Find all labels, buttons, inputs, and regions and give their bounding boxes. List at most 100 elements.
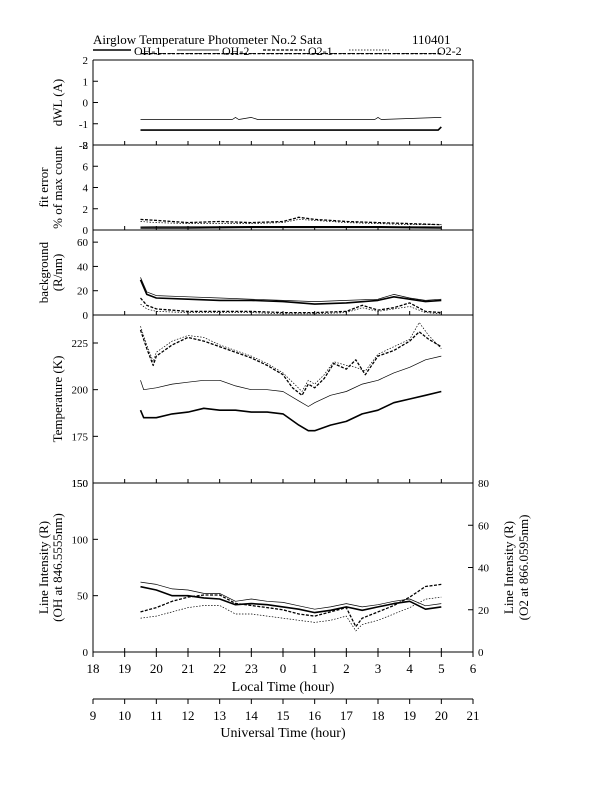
y-right-tick-label: 20 [478,605,490,617]
x-tick-label-local: 22 [213,661,226,676]
series-line-o2-1 [140,216,442,226]
y-tick-label: 0 [83,225,89,237]
x-tick-label-ut: 15 [277,708,290,723]
x-tick-label-local: 1 [311,661,318,676]
series-group [140,52,442,131]
x-tick-label-local: 21 [182,661,195,676]
series-group [140,216,442,229]
series-line-oh-2 [140,277,442,302]
series-line-oh-2 [140,581,442,610]
y-tick-label: 100 [72,534,89,546]
y-tick-label: 0 [83,310,89,322]
y-axis-label: fit error [36,167,51,208]
x-tick-label-local: 0 [280,661,287,676]
y-right-tick-label: 60 [478,520,490,532]
x-tick-label-local: 20 [150,661,163,676]
y-tick-label: 60 [77,237,89,249]
y-axis-label: Temperature (K) [50,356,65,443]
y-axis-label: Line Intensity (R) [36,521,51,614]
x-tick-label-ut: 21 [467,708,480,723]
y-tick-label: -2 [79,140,88,152]
y-tick-label: 200 [72,385,89,397]
x-tick-label-ut: 10 [118,708,131,723]
y-tick-label: 20 [77,286,89,298]
legend-label-o2-1: O2-1 [308,44,333,58]
x-tick-label-ut: 19 [403,708,416,723]
y-tick-label: 1 [83,76,89,88]
y-tick-label: 225 [72,338,89,350]
panel-4: 225 200 175 150 Temperature (K) [50,315,474,490]
series-line-oh-1 [139,279,442,305]
y-tick-label: 8 [83,140,89,152]
series-line-oh-1 [140,585,442,614]
series-group [139,322,442,432]
y-tick-label: 175 [72,431,89,443]
y-axis-label-2: (OH at 846.5555nm) [50,513,65,622]
y-tick-label: -1 [79,119,88,131]
x-tick-label-local: 23 [245,661,258,676]
series-line-o2-2 [140,303,442,315]
x-tick-label-local: 4 [406,661,413,676]
y-tick-label: 2 [83,55,89,67]
x-tick-label-local: 3 [375,661,382,676]
x-tick-label-local: 5 [438,661,445,676]
x-tick-label-ut: 9 [90,708,97,723]
panel-2: 8 6 4 2 0 fit error% of max count [36,140,474,237]
date-code: 110401 [412,32,451,47]
x-tick-label-ut: 18 [372,708,385,723]
series-line-oh-1 [140,226,442,229]
x-tick-label-ut: 14 [245,708,259,723]
legend-label-oh-2: OH-2 [222,44,249,58]
x-tick-label-ut: 17 [340,708,354,723]
y-axis-label: dWL (A) [50,79,65,127]
y-tick-label: 0 [83,647,89,659]
y-tick-label: 150 [72,478,89,490]
x-tick-label-ut: 20 [435,708,448,723]
series-group [139,277,442,315]
legend-label-oh-1: OH-1 [134,44,161,58]
y-right-tick-label: 40 [478,563,490,575]
panel-1: 2 1 0 -1 -2 dWL (A) [50,52,474,152]
y-axis-label-2: (R/nm) [50,254,65,292]
y-right-axis-label-2: (O2 at 866.0595nm) [516,515,531,621]
series-line-o2-1 [140,583,442,628]
y-tick-label: 50 [77,591,89,603]
y-tick-label: 4 [83,183,89,195]
y-axis-label-2: % of max count [50,146,65,229]
series-line-o2-2 [140,596,442,632]
panel-3: 60 40 20 0 background (R/nm) [36,230,474,322]
x-tick-label-ut: 12 [182,708,195,723]
series-line-oh-1 [139,390,442,432]
x-tick-label-ut: 11 [150,708,163,723]
x-tick-label-local: 2 [343,661,350,676]
x-axis-label-ut: Universal Time (hour) [220,726,346,741]
y-tick-label: 150 [72,478,89,490]
series-line-oh-2 [140,225,442,228]
y-tick-label: 6 [83,161,89,173]
chart-title: Airglow Temperature Photometer No.2 Sata [93,32,323,47]
y-tick-label: 2 [83,204,89,216]
series-line-o2-2 [140,322,442,392]
series-line-oh-1 [140,126,442,131]
series-line-o2-1 [139,329,442,396]
x-tick-label-local: 18 [87,661,100,676]
y-axis-label: background [36,241,51,303]
x-tick-label-ut: 16 [308,708,322,723]
x-tick-label-local: 19 [118,661,131,676]
legend-label-o2-2: O2-2 [437,44,462,58]
y-tick-label: 0 [83,98,89,110]
x-tick-label-ut: 13 [213,708,226,723]
series-line-o2-2 [140,219,442,226]
series-line-o2-1 [140,297,442,314]
x-axis-label-local: Local Time (hour) [232,680,335,695]
y-right-tick-label: 80 [478,478,490,490]
y-right-tick-label: 0 [478,647,484,659]
x-tick-label-local: 6 [470,661,477,676]
series-line-oh-2 [140,355,442,407]
legend: OH-1 OH-2 O2-1 O2-2 [93,44,462,58]
y-right-axis-label: Line Intensity (R) [501,521,516,614]
